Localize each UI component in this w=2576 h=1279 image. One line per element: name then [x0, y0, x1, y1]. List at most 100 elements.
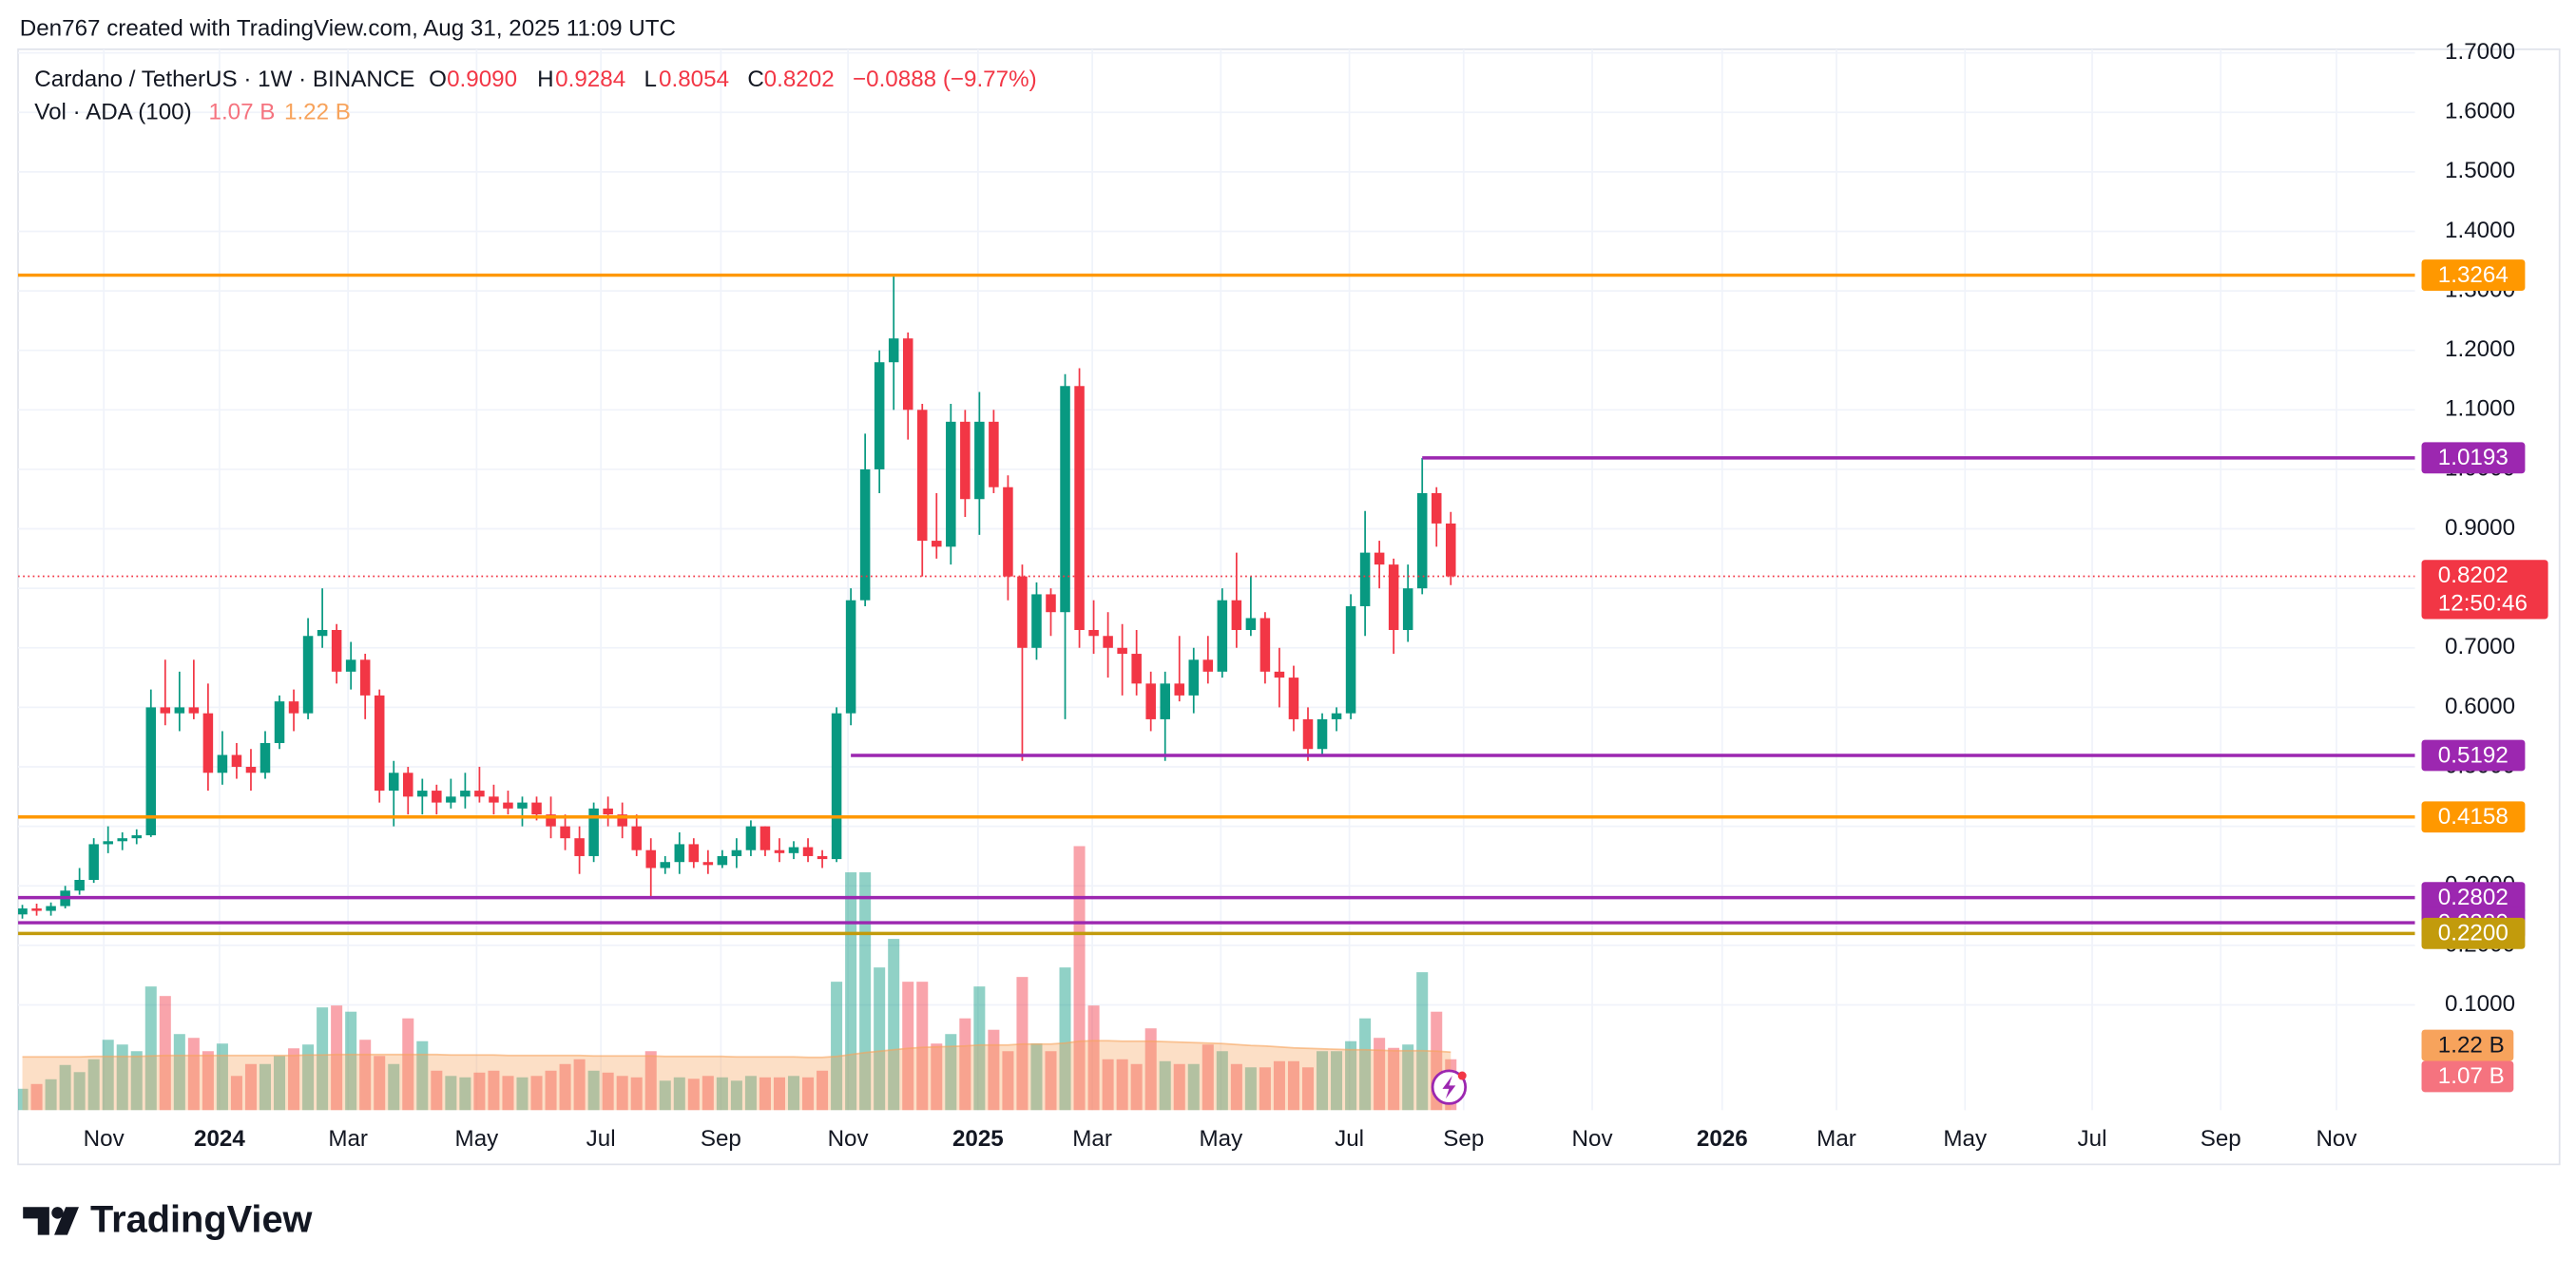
volume-bar: [530, 1076, 543, 1111]
x-tick-label: Jul: [586, 1126, 616, 1152]
volume-bar: [1331, 1051, 1343, 1111]
volume-bar: [502, 1076, 514, 1111]
candle-body: [46, 906, 56, 911]
x-tick-label: 2024: [194, 1126, 245, 1152]
level-label: 1.0193: [2438, 445, 2509, 470]
candle-body: [1046, 594, 1056, 613]
candle-body: [417, 791, 428, 797]
volume-bar: [274, 1056, 286, 1111]
candle-body: [560, 826, 570, 839]
candle-body: [345, 659, 356, 672]
volume-bar: [302, 1044, 315, 1111]
candle-body: [831, 713, 842, 860]
x-tick-label: Jul: [1335, 1126, 1364, 1152]
volume-bar: [1388, 1047, 1400, 1111]
volume-bar: [130, 1051, 143, 1111]
candle-body: [331, 630, 342, 672]
y-tick-label: 1.1000: [2445, 396, 2515, 422]
volume-ma-area: [22, 1040, 1451, 1111]
replay-icon[interactable]: [1431, 1069, 1468, 1105]
x-tick-label: Nov: [84, 1126, 125, 1152]
candle-body: [1388, 564, 1399, 631]
candle-body: [588, 808, 599, 856]
volume-bar: [374, 1056, 386, 1111]
level-label: 1.3264: [2438, 262, 2509, 288]
candle-body: [489, 796, 499, 803]
candle-body: [1117, 647, 1127, 655]
volume-bar: [202, 1051, 214, 1111]
volume-bar: [1359, 1018, 1372, 1111]
candle-body: [974, 421, 985, 500]
ohlc-value: 0.9284: [555, 67, 625, 92]
volume-bar: [317, 1007, 329, 1111]
candle-body: [932, 541, 942, 547]
y-tick-label: 1.7000: [2445, 39, 2515, 65]
candle-body: [774, 849, 785, 853]
volume-bar: [687, 1079, 700, 1111]
candle-body: [374, 695, 385, 792]
volume-bar: [173, 1034, 185, 1111]
candle-body: [359, 659, 371, 696]
x-tick-label: May: [455, 1126, 500, 1152]
candle-body: [403, 773, 413, 797]
volume-bar: [1374, 1038, 1386, 1111]
volume-bar: [1002, 1051, 1014, 1111]
level-label-box: [2421, 882, 2526, 914]
candle-body: [1359, 552, 1371, 606]
plot-area: [18, 273, 2415, 1111]
volume-bar: [30, 1083, 43, 1111]
candle-body: [1031, 594, 1042, 648]
candle-body: [916, 410, 928, 542]
candle-body: [546, 814, 556, 827]
volume-bar: [402, 1018, 414, 1111]
candle-body: [603, 808, 613, 815]
volume-bar: [230, 1076, 242, 1111]
volume-bar: [388, 1063, 400, 1111]
volume-ma-axis-label: 1.22 B: [2438, 1032, 2505, 1058]
level-label-box: [2421, 442, 2526, 474]
axes: 0.10000.20000.30000.40000.50000.60000.70…: [84, 39, 2548, 1152]
level-label-box: [2421, 259, 2526, 291]
volume-bar: [1159, 1060, 1171, 1111]
volume-bar: [416, 1040, 429, 1111]
candle-body: [617, 814, 627, 827]
volume-bar: [573, 1059, 586, 1111]
volume-bar: [916, 982, 929, 1111]
candle-body: [188, 707, 200, 714]
candle-body: [1160, 683, 1170, 719]
volume-bar: [1045, 1051, 1057, 1111]
candle-body: [1174, 683, 1185, 696]
volume-bar: [744, 1076, 757, 1111]
candle-body: [474, 791, 485, 797]
candle-body: [859, 468, 871, 601]
candle-body: [288, 701, 299, 714]
volume-bar: [831, 982, 843, 1111]
volume-bar: [644, 1051, 657, 1111]
level-label-box: [2421, 739, 2526, 772]
volume-bar: [473, 1072, 486, 1111]
level-label: 0.4158: [2438, 804, 2509, 830]
volume-legend-name: Vol · ADA (100): [34, 100, 191, 125]
candle-body: [574, 838, 585, 856]
brand-logo: [23, 1207, 79, 1235]
volume-bar: [874, 967, 886, 1111]
x-tick-label: 2025: [952, 1126, 1004, 1152]
x-tick-label: May: [1199, 1126, 1243, 1152]
volume-bar: [1030, 1043, 1043, 1111]
volume-bar: [216, 1043, 228, 1111]
candle-body: [31, 908, 42, 911]
ohlc-value: 0.9090: [447, 67, 517, 92]
candle-body: [660, 862, 671, 869]
volume-ma-line: [22, 1040, 1451, 1059]
candle-body: [217, 754, 228, 773]
last-price-timer: 12:50:46: [2438, 590, 2528, 616]
candle-body: [874, 362, 885, 469]
candle-body: [1288, 678, 1299, 719]
candle-body: [674, 844, 685, 863]
volume-bar: [945, 1034, 957, 1111]
volume-bar: [787, 1076, 800, 1111]
candle-body: [503, 802, 513, 809]
candle-body: [88, 844, 99, 880]
volume-bar: [1287, 1060, 1299, 1111]
